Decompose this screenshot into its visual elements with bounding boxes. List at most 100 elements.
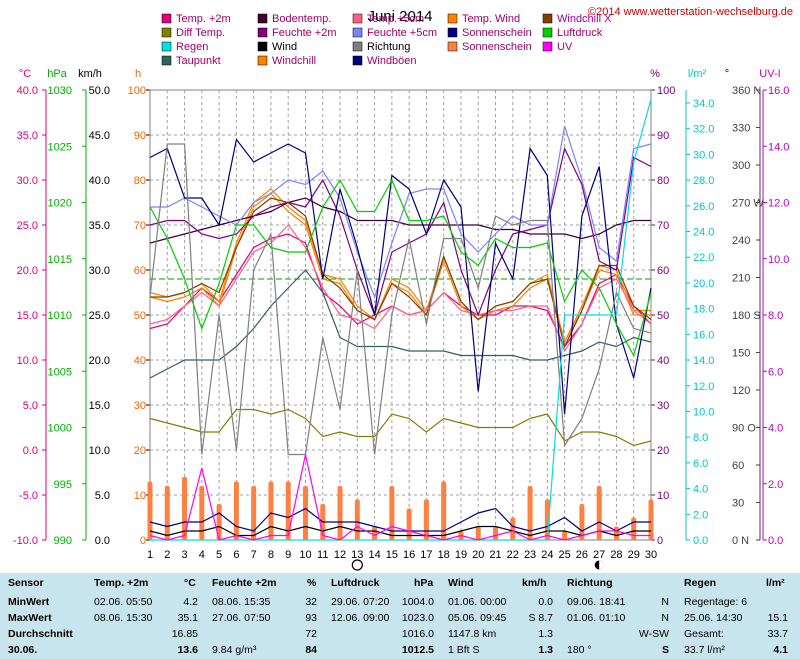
rain-tick-label: 2.0 [693,509,708,521]
table-cell-t-val: 35.1 [177,612,198,624]
legend-swatch [352,13,363,24]
kmh-tick-label: 0.0 [95,535,110,547]
sunshine-bar [441,481,447,540]
table-cell-l-time: 29.06. 07:20 [331,596,390,608]
table-cell-w-time: 01.06. 00:00 [448,596,507,608]
header-sensor: Sensor [8,577,44,589]
pct-tick-label: 50 [657,310,669,322]
dir-tick-label: 60 [732,460,744,472]
weather-chart: Juni 2014 ©2014 www.wetterstation-wechse… [13,6,793,571]
x-tick-label: 26 [576,549,588,561]
table-cell-t-val: 4.2 [183,596,198,608]
x-tick-label: 13 [351,549,363,561]
temp-tick-label: 25.0 [17,220,38,232]
hpa-tick-label: 1020 [48,198,72,210]
h-tick-label: 50 [134,310,146,322]
h-tick-label: 100 [128,85,146,97]
legend-swatch [447,41,458,52]
rain-tick-label: 28.0 [693,175,714,187]
h-tick-label: 10 [134,490,146,502]
x-tick-label: 22 [507,549,519,561]
table-cell-f-val: 93 [305,612,317,624]
sunshine-bar [406,508,412,540]
legend-label: Windchill X [557,13,612,25]
sunshine-bar [596,486,602,540]
legend-swatch [161,55,172,66]
x-tick-label: 3 [181,549,187,561]
temp-tick-label: 35.0 [17,130,38,142]
table-cell-g-label: Gesamt: [684,628,724,640]
rain-tick-label: 32.0 [693,124,714,136]
sunshine-bar [372,526,378,540]
kmh-tick-label: 50.0 [89,85,110,97]
sunshine-bar [199,486,205,540]
table-cell-w-val: 1.3 [538,628,553,640]
legend-swatch [257,13,268,24]
h-tick-label: 90 [134,130,146,142]
pct-tick-label: 20 [657,445,669,457]
x-tick-label: 2 [164,549,170,561]
rain-tick-label: 30.0 [693,149,714,161]
sunshine-bar [493,526,499,540]
pct-tick-label: 0 [657,535,663,547]
temp-tick-label: -5.0 [19,490,38,502]
table-cell-l-val: 1012.5 [401,644,434,656]
hpa-tick-label: 1000 [48,423,72,435]
legend-label: Diff Temp. [176,27,225,39]
x-tick-label: 5 [216,549,222,561]
new-moon-icon [351,559,363,571]
pct-tick-label: 80 [657,175,669,187]
dir-tick-label: 120 [732,385,750,397]
temp-tick-label: 30.0 [17,175,38,187]
table-cell-label: MinWert [8,596,50,608]
sunshine-bar [285,481,291,540]
table-cell-l-val: 1016.0 [401,628,434,640]
axis-header-hpa: hPa [47,68,67,80]
dir-tick-label: 330 [732,123,750,135]
table-cell-r-time: 09.06. 18:41 [567,596,626,608]
table-cell-g-label: Regentage: 6 [684,596,748,608]
sunshine-bar [631,517,637,540]
dir-tick-label: 240 [732,235,750,247]
table-cell-t-val: 16.85 [171,628,198,640]
legend-label: Feuchte +2m [272,27,337,39]
table-cell-r-time: 01.06. 01:10 [567,612,626,624]
axis-header-uv: UV-I [759,68,780,80]
rain-tick-label: 16.0 [693,329,714,341]
sunshine-bar [648,499,654,540]
rain-tick-label: 18.0 [693,304,714,316]
table-cell-l-time: 12.06. 09:00 [331,612,390,624]
sunshine-bar [268,481,274,540]
legend-swatch [447,13,458,24]
table-cell-f-val: 84 [305,644,317,656]
x-axis-ticks: 1 2 3 4 5 6 7 8 9 10 11 12 13 14 15 16 17 18 19 20 21 22 23 24 2… [147,549,657,561]
table-cell-f-val: 72 [305,628,317,640]
pct-tick-label: 40 [657,355,669,367]
header-temp-unit: °C [184,577,196,589]
series-line-bodentemp- [149,197,651,244]
rain-tick-label: 24.0 [693,227,714,239]
table-cell-g-val: 33.7 [767,628,788,640]
rain-tick-label: 12.0 [693,381,714,393]
series-line-luftdruck [149,178,652,358]
x-tick-label: 18 [438,549,450,561]
series-line-windchill [149,192,651,344]
legend: Temp. +2m Bodentemp. Temp.+5cm Temp. Wind Wi… [161,13,612,67]
rain-tick-label: 8.0 [693,432,708,444]
header-richtung: Richtung [567,577,613,589]
header-luftdruck: Luftdruck [331,577,380,589]
table-cell-f-time: 08.06. 15:35 [212,596,271,608]
legend-swatch [542,27,553,38]
series-line-wind [149,525,651,537]
table-cell-g-label: 33.7 l/m² [684,644,725,656]
x-tick-label: 19 [455,549,467,561]
kmh-tick-label: 10.0 [89,445,110,457]
legend-label: Temp. +2m [176,13,231,25]
x-tick-label: 30 [645,549,657,561]
legend-label: Feuchte +5cm [367,27,437,39]
uv-tick-label: 2.0 [768,479,783,491]
sunshine-bar [510,517,516,540]
header-temp: Temp. +2m [94,577,149,589]
uv-tick-label: 4.0 [768,423,783,435]
dir-tick-label: 270 W [732,198,764,210]
